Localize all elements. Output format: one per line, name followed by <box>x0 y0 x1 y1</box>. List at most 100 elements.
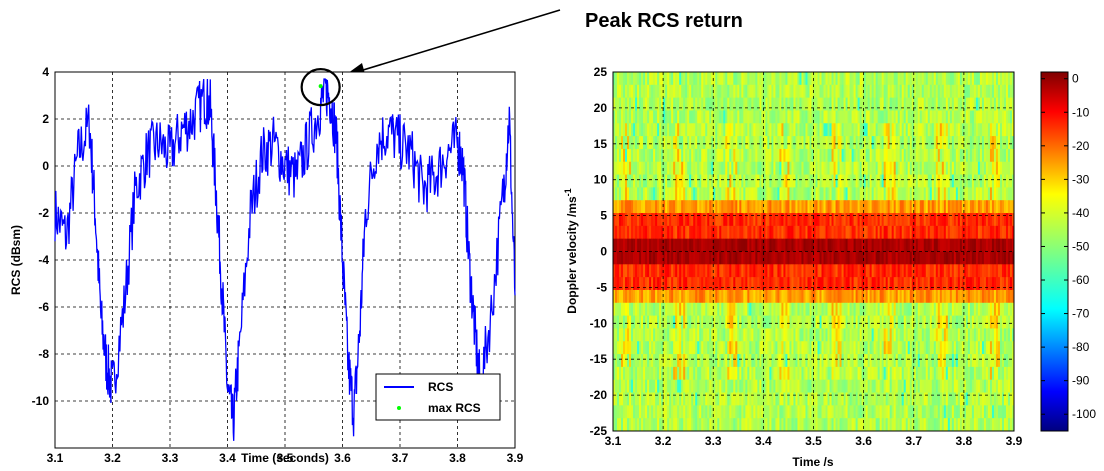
heatmap-cell <box>675 72 678 86</box>
heatmap-cell <box>949 225 953 240</box>
heatmap-cell <box>895 187 899 201</box>
heatmap-cell <box>835 136 838 150</box>
heatmap-cell <box>941 97 945 111</box>
heatmap-cell <box>775 187 778 201</box>
heatmap-cell <box>879 161 883 175</box>
heatmap-cell <box>621 97 624 111</box>
heatmap-cell <box>637 302 640 317</box>
heatmap-cell <box>675 366 678 381</box>
heatmap-cell <box>989 84 993 99</box>
heatmap-cell <box>661 110 664 124</box>
heatmap-cell <box>837 225 840 240</box>
heatmap-cell <box>715 84 718 99</box>
heatmap-cell <box>817 97 820 111</box>
heatmap-cell <box>925 225 929 240</box>
heatmap-cell <box>853 264 856 278</box>
heatmap-cell <box>997 277 1001 291</box>
heatmap-cell <box>971 174 975 188</box>
heatmap-cell <box>743 174 746 188</box>
heatmap-cell <box>863 379 867 393</box>
heatmap-cell <box>941 354 945 368</box>
heatmap-cell <box>823 110 826 124</box>
heatmap-cell <box>747 354 750 368</box>
heatmap-cell <box>667 277 670 291</box>
heatmap-cell <box>671 123 674 137</box>
heatmap-cell <box>719 174 722 188</box>
heatmap-cell <box>831 366 834 381</box>
heatmap-cell <box>669 148 672 163</box>
heatmap-cell <box>997 187 1001 201</box>
heatmap-cell <box>753 238 756 252</box>
heatmap-cell <box>915 123 919 137</box>
heatmap-cell <box>725 341 728 355</box>
heatmap-cell <box>967 315 971 329</box>
heatmap-cell <box>941 110 945 124</box>
heatmap-cell <box>995 161 999 175</box>
heatmap-cell <box>869 341 873 355</box>
heatmap-cell <box>825 302 828 317</box>
heatmap-cell <box>943 328 947 342</box>
heatmap-cell <box>853 148 856 163</box>
heatmap-cell <box>943 225 947 240</box>
heatmap-cell <box>889 187 893 201</box>
heatmap-cell <box>619 225 622 240</box>
heatmap-cell <box>885 264 889 278</box>
heatmap-cell <box>753 200 756 214</box>
heatmap-cell <box>959 213 963 227</box>
heatmap-cell <box>641 328 644 342</box>
heatmap-cell <box>825 148 828 163</box>
heatmap-cell <box>867 225 871 240</box>
heatmap-cell <box>863 148 867 163</box>
heatmap-cell <box>665 251 668 265</box>
heatmap-cell <box>803 379 806 393</box>
heatmap-cell <box>955 328 959 342</box>
heatmap-cell <box>955 72 959 86</box>
heatmap-cell <box>783 315 786 329</box>
heatmap-cell <box>777 225 780 240</box>
heatmap-cell <box>701 97 704 111</box>
heatmap-cell <box>865 341 869 355</box>
heatmap-cell <box>839 251 842 265</box>
heatmap-cell <box>773 225 776 240</box>
heatmap-cell <box>721 238 724 252</box>
heatmap-cell <box>815 366 818 381</box>
heatmap-cell <box>895 148 899 163</box>
heatmap-cell <box>617 238 620 252</box>
heatmap-cell <box>631 315 634 329</box>
heatmap-cell <box>695 72 698 86</box>
heatmap-cell <box>787 148 790 163</box>
heatmap-cell <box>995 174 999 188</box>
heatmap-cell <box>677 264 680 278</box>
heatmap-cell <box>865 213 869 227</box>
heatmap-cell <box>665 341 668 355</box>
heatmap-cell <box>623 174 626 188</box>
heatmap-cell <box>753 72 756 86</box>
heatmap-cell <box>983 289 987 304</box>
heatmap-cell <box>733 136 736 150</box>
heatmap-cell <box>633 251 636 265</box>
heatmap-cell <box>643 84 646 99</box>
heatmap-cell <box>911 328 915 342</box>
heatmap-cell <box>865 302 869 317</box>
heatmap-cell <box>973 161 977 175</box>
heatmap-cell <box>999 302 1003 317</box>
heatmap-cell <box>935 200 939 214</box>
heatmap-cell <box>979 97 983 111</box>
heatmap-cell <box>821 110 824 124</box>
heatmap-cell <box>823 123 826 137</box>
heatmap-cell <box>997 213 1001 227</box>
heatmap-cell <box>755 148 758 163</box>
heatmap-cell <box>859 251 863 265</box>
heatmap-cell <box>925 264 929 278</box>
heatmap-cell <box>869 187 873 201</box>
heatmap-cell <box>737 161 740 175</box>
heatmap-cell <box>881 379 885 393</box>
heatmap-cell <box>903 174 907 188</box>
heatmap-cell <box>851 289 854 304</box>
heatmap-cell <box>715 289 718 304</box>
heatmap-cell <box>647 379 650 393</box>
heatmap-cell <box>643 72 646 86</box>
heatmap-cell <box>695 251 698 265</box>
heatmap-cell <box>949 148 953 163</box>
heatmap-cell <box>717 200 720 214</box>
